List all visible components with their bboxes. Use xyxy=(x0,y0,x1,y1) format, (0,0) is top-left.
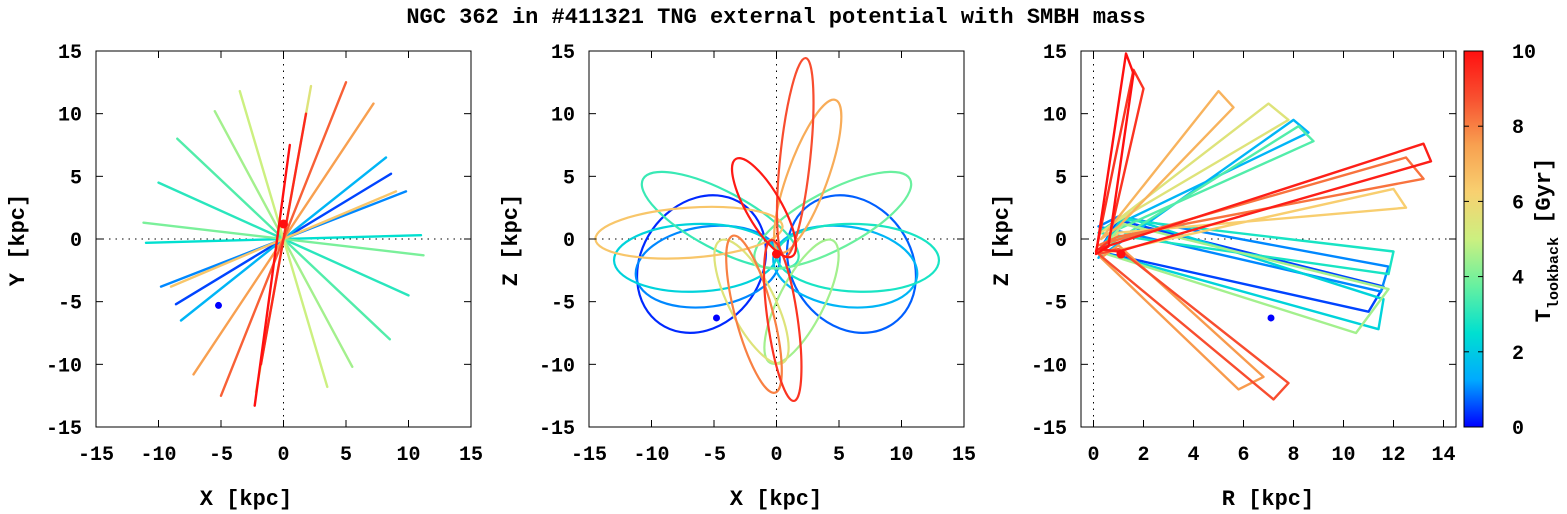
colorbar-label-unit: [Gyr] xyxy=(1532,158,1557,237)
y-tick-label: -5 xyxy=(58,293,82,316)
y-axis-label: Y [kpc] xyxy=(6,194,31,286)
orbit-series-16 xyxy=(1094,52,1135,256)
orbit-series-11 xyxy=(1099,244,1265,391)
x-tick-label: -10 xyxy=(140,444,176,467)
orbit-series-6 xyxy=(775,222,941,293)
y-tick-label: -5 xyxy=(551,293,575,316)
colorbar-tick-label: 8 xyxy=(1512,117,1524,140)
y-tick-label: -15 xyxy=(46,418,82,441)
orbit-series-7 xyxy=(1097,222,1390,335)
colorbar: 0 2 4 6 8 10 Tlookback [Gyr] xyxy=(1463,42,1563,441)
x-tick-label: 8 xyxy=(1287,444,1299,467)
orbit-series-15 xyxy=(762,238,803,403)
x-tick-label: 15 xyxy=(952,444,976,467)
y-tick-label: 10 xyxy=(58,105,82,128)
y-tick-label: 5 xyxy=(1055,167,1067,190)
colorbar-gradient xyxy=(1463,50,1484,428)
orbit-series-group xyxy=(594,56,941,403)
x-tick-label: 0 xyxy=(277,444,289,467)
orbit-series-9 xyxy=(763,238,840,365)
orbit-series-8 xyxy=(1099,102,1290,234)
colorbar-tick-label: 10 xyxy=(1512,42,1536,65)
orbit-series-15 xyxy=(1097,142,1433,253)
y-axis-label: Z [kpc] xyxy=(499,194,524,286)
y-tick-label: 10 xyxy=(1043,105,1067,128)
x-tick-label: 0 xyxy=(1087,444,1099,467)
orbit-series-7 xyxy=(640,170,800,270)
y-tick-label: 5 xyxy=(563,167,575,190)
y-tick-label: -10 xyxy=(46,355,82,378)
chart-title: NGC 362 in #411321 TNG external potentia… xyxy=(406,5,1145,30)
panel-xz: -15 -10 -5 0 5 10 15 -15 -10 -5 0 5 10 15 X [kpc] Z [kp… xyxy=(499,42,976,512)
marker-now xyxy=(1267,314,1275,322)
y-tick-label: 5 xyxy=(70,167,82,190)
x-tick-label: 5 xyxy=(833,444,845,467)
y-tick-label: 10 xyxy=(551,105,575,128)
marker-start xyxy=(772,249,781,259)
orbit-series-group xyxy=(142,81,425,407)
colorbar-label-main: T xyxy=(1532,309,1557,322)
marker-start xyxy=(1116,249,1126,259)
orbit-series-10 xyxy=(1099,89,1235,241)
x-tick-label: 2 xyxy=(1137,444,1149,467)
y-tick-label: -10 xyxy=(1031,355,1067,378)
y-tick-label: 15 xyxy=(58,42,82,65)
x-axis-label: X [kpc] xyxy=(730,487,822,512)
colorbar-tick-label: 4 xyxy=(1512,268,1524,291)
y-tick-label: -15 xyxy=(539,418,575,441)
y-tick-label: 0 xyxy=(70,230,82,253)
x-tick-label: -10 xyxy=(633,444,669,467)
y-tick-label: 15 xyxy=(551,42,575,65)
orbit-series-13 xyxy=(725,234,783,394)
y-axis-label: Z [kpc] xyxy=(990,194,1015,286)
orbit-series-group xyxy=(1094,52,1433,401)
x-tick-label: 10 xyxy=(1331,444,1355,467)
y-tick-label: -15 xyxy=(1031,418,1067,441)
y-tick-label: 0 xyxy=(563,230,575,253)
y-tick-label: -10 xyxy=(539,355,575,378)
marker-now xyxy=(215,301,222,309)
x-tick-label: 14 xyxy=(1431,444,1455,467)
x-axis-label: X [kpc] xyxy=(200,487,292,512)
orbit-series-12 xyxy=(1097,156,1425,247)
colorbar-tick-label: 6 xyxy=(1512,192,1524,215)
orbit-series-15 xyxy=(253,143,291,407)
y-tick-label: -5 xyxy=(1043,293,1067,316)
x-tick-label: 0 xyxy=(770,444,782,467)
panel-rz: 0 2 4 6 8 10 12 14 -15 -10 -5 0 5 10 15 R [kpc] Z [kpc] xyxy=(990,42,1457,512)
x-tick-label: 10 xyxy=(889,444,913,467)
y-tick-label: 15 xyxy=(1043,42,1067,65)
x-tick-label: -15 xyxy=(78,444,114,467)
orbit-series-10 xyxy=(713,238,790,365)
x-tick-label: 6 xyxy=(1237,444,1249,467)
x-tick-label: 5 xyxy=(340,444,352,467)
colorbar-label: Tlookback [Gyr] xyxy=(1532,158,1563,322)
colorbar-tick-label: 2 xyxy=(1512,343,1524,366)
x-tick-label: 10 xyxy=(396,444,420,467)
orbit-series-14 xyxy=(259,112,308,366)
x-axis-label: R [kpc] xyxy=(1222,487,1314,512)
orbit-series-16 xyxy=(730,157,798,259)
x-tick-label: 15 xyxy=(459,444,483,467)
colorbar-tick-label: 0 xyxy=(1512,418,1524,441)
x-tick-label: 4 xyxy=(1187,444,1199,467)
x-tick-label: -5 xyxy=(209,444,233,467)
orbit-series-14 xyxy=(1094,68,1145,253)
x-tick-label: 12 xyxy=(1381,444,1405,467)
colorbar-label-subscript: lookback xyxy=(1546,237,1563,309)
x-tick-label: -5 xyxy=(702,444,726,467)
panel-xy: -15 -10 -5 0 5 10 15 -15 -10 -5 0 5 10 15 X [kpc] Y [kp… xyxy=(6,42,483,512)
x-tick-label: -15 xyxy=(571,444,607,467)
marker-now xyxy=(713,314,720,322)
y-tick-label: 0 xyxy=(1055,230,1067,253)
marker-start xyxy=(279,219,288,229)
